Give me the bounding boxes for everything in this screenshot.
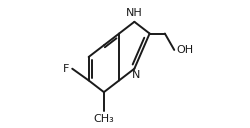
Text: OH: OH [176,45,193,55]
Text: NH: NH [126,8,143,18]
Text: N: N [132,70,141,80]
Text: F: F [62,64,69,74]
Text: CH₃: CH₃ [94,114,114,124]
